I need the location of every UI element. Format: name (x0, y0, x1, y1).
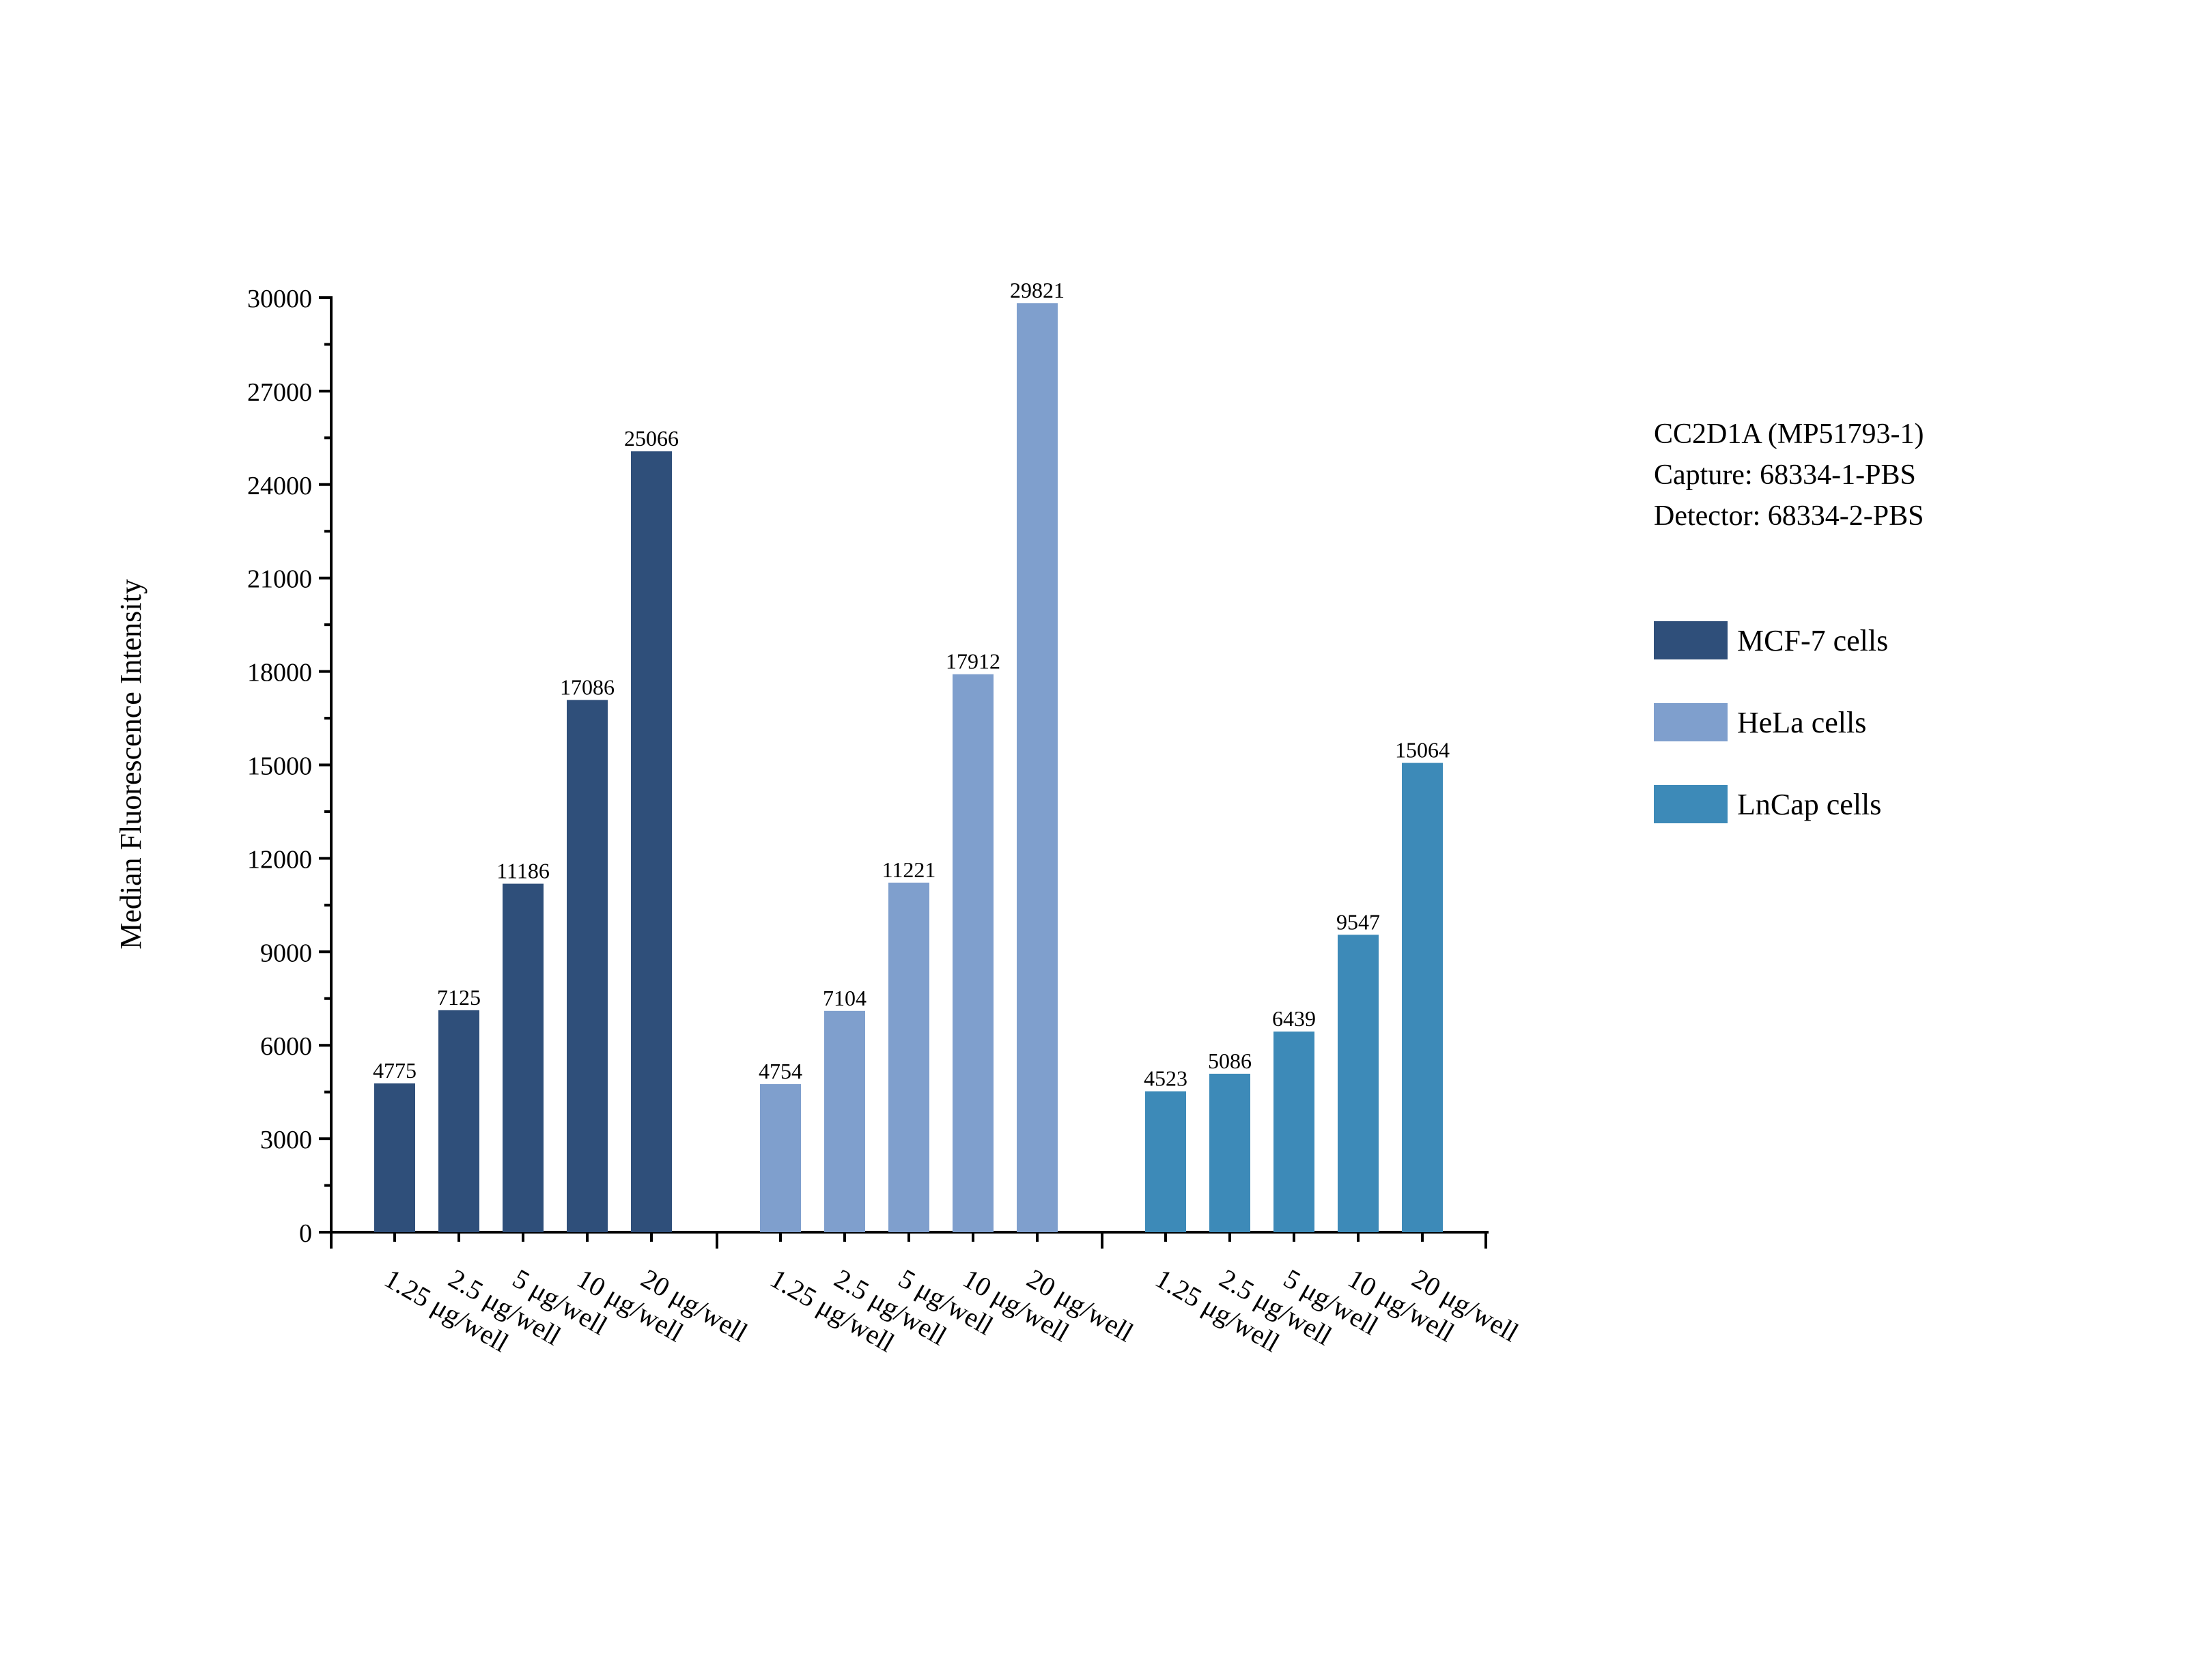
y-tick-label: 21000 (247, 565, 312, 594)
bar-0-3 (567, 700, 608, 1232)
bar-value-label: 9547 (1336, 909, 1380, 934)
bar-2-2 (1273, 1031, 1314, 1232)
bar-2-4 (1402, 763, 1443, 1232)
y-tick-label: 6000 (260, 1032, 312, 1061)
legend-label-mcf7: MCF-7 cells (1737, 623, 1889, 657)
bar-1-2 (888, 882, 929, 1232)
bar-value-label: 6439 (1272, 1006, 1316, 1031)
bar-value-label: 7104 (823, 986, 867, 1010)
annotation-line-3: Detector: 68334-2-PBS (1654, 500, 1924, 532)
legend-label-hela: HeLa cells (1737, 705, 1867, 739)
bar-value-label: 4754 (759, 1059, 802, 1083)
bar-2-3 (1338, 935, 1379, 1232)
y-tick-label: 12000 (247, 845, 312, 874)
bar-0-0 (374, 1083, 415, 1232)
legend-label-lncap: LnCap cells (1737, 787, 1882, 821)
annotation-line-1: CC2D1A (MP51793-1) (1654, 418, 1924, 450)
y-tick-label: 15000 (247, 752, 312, 781)
bar-value-label: 11186 (496, 859, 550, 883)
legend-item-lncap: LnCap cells (1654, 785, 1881, 823)
bar-0-1 (438, 1010, 479, 1232)
bar-value-label: 4775 (373, 1058, 417, 1083)
bar-0-2 (503, 883, 544, 1232)
y-axis-label: Median Fluorescence Intensity (114, 579, 147, 950)
plot-area: 0 3000 6000 9000 12000 15000 18000 21000 24000 27… (114, 278, 1523, 1358)
legend-swatch-hela (1654, 703, 1728, 741)
bar-value-label: 7125 (437, 985, 481, 1010)
y-tick-label: 24000 (247, 472, 312, 500)
bar-1-3 (953, 674, 994, 1232)
legend-swatch-lncap (1654, 785, 1728, 823)
bar-2-0 (1145, 1091, 1186, 1232)
legend-swatch-mcf7 (1654, 621, 1728, 659)
annotation-line-2: Capture: 68334-1-PBS (1654, 459, 1916, 491)
bar-value-label: 4523 (1144, 1066, 1187, 1091)
bar-value-label: 15064 (1395, 738, 1450, 763)
bar-value-label: 29821 (1010, 278, 1065, 302)
y-tick-label: 27000 (247, 378, 312, 407)
bar-1-4 (1017, 303, 1058, 1233)
y-tick-label: 0 (299, 1219, 312, 1248)
legend-item-hela: HeLa cells (1654, 703, 1866, 741)
bar-1-1 (824, 1010, 865, 1232)
bar-value-label: 11221 (882, 857, 936, 882)
bar-value-label: 25066 (624, 426, 679, 451)
legend-item-mcf7: MCF-7 cells (1654, 621, 1888, 659)
y-tick-label: 9000 (260, 939, 312, 967)
bar-value-label: 5086 (1208, 1049, 1252, 1073)
bar-2-1 (1209, 1073, 1250, 1232)
bar-value-label: 17086 (560, 674, 615, 699)
bar-value-label: 17912 (946, 649, 1000, 674)
bar-0-4 (631, 451, 672, 1233)
y-tick-label: 30000 (247, 285, 312, 313)
bar-1-0 (760, 1084, 801, 1232)
y-tick-label: 18000 (247, 659, 312, 687)
y-tick-label: 3000 (260, 1126, 312, 1154)
